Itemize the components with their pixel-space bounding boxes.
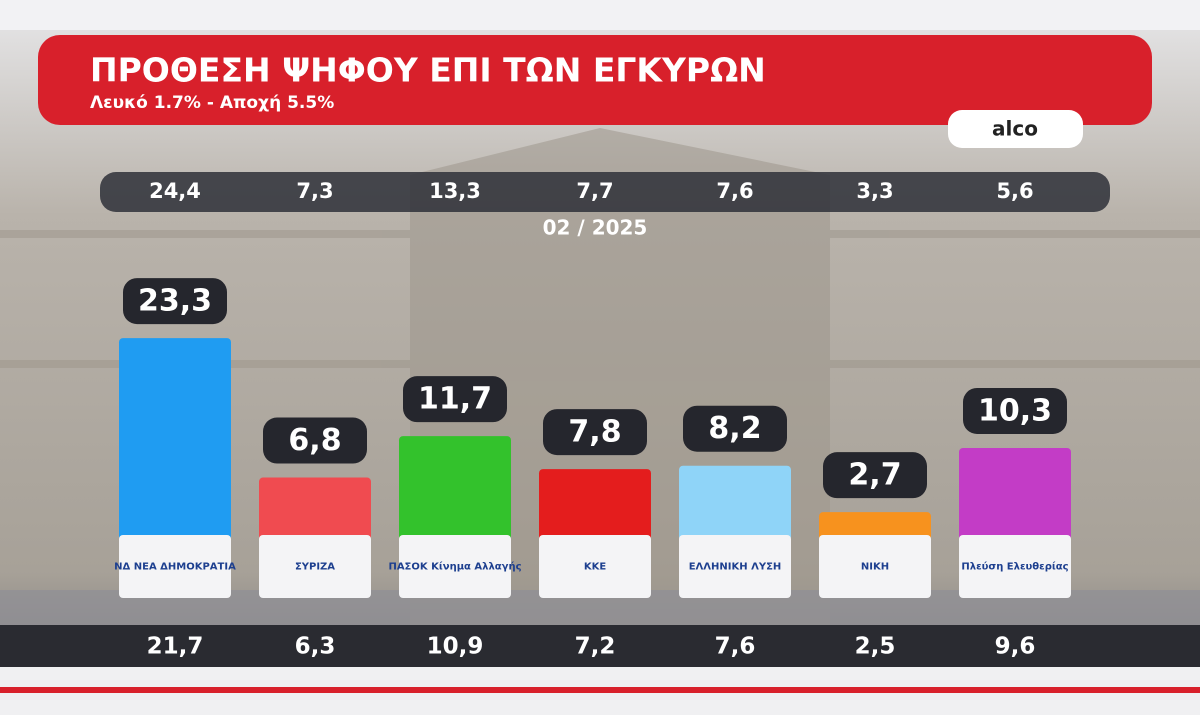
bottom-strip (0, 693, 1200, 715)
logo-block (959, 535, 1071, 598)
title-banner (38, 35, 1152, 125)
bottom-value: 6,3 (295, 634, 336, 660)
bar (819, 512, 931, 541)
source: alco (992, 117, 1038, 141)
previous-value: 3,3 (856, 179, 893, 203)
value-label: 7,8 (568, 415, 621, 450)
bottom-band (0, 625, 1200, 667)
party-label: ΠΑΣΟΚ Κίνημα Αλλαγής (388, 561, 521, 573)
value-pill (123, 278, 227, 325)
subtitle: Λευκό 1.7% - Αποχή 5.5% (90, 93, 334, 113)
bar (259, 477, 371, 541)
value-label: 10,3 (978, 393, 1052, 428)
bottom-value: 10,9 (427, 634, 484, 660)
value-label: 23,3 (138, 284, 212, 319)
previous-value: 7,3 (296, 179, 333, 203)
value-pill (683, 405, 787, 452)
bottom-value: 2,5 (855, 634, 896, 660)
logo-block (819, 535, 931, 598)
value-pill (543, 409, 647, 456)
previous-period: 02 / 2025 (543, 216, 648, 240)
logo-block (259, 535, 371, 598)
logo-block (679, 535, 791, 598)
logo-block (539, 535, 651, 598)
bar (399, 436, 511, 541)
source-pill (948, 110, 1083, 148)
party-label: ΚΚΕ (584, 562, 606, 573)
logo-block (119, 535, 231, 598)
bottom-red-line (0, 687, 1200, 693)
party-label: ΝΙΚΗ (861, 562, 889, 573)
bottom-value: 7,2 (575, 634, 616, 660)
bar (679, 465, 791, 541)
value-pill (963, 387, 1067, 434)
party-label: Πλεύση Ελευθερίας (961, 561, 1068, 573)
value-label: 8,2 (708, 411, 761, 446)
value-label: 11,7 (418, 382, 492, 417)
party-label: ΣΥΡΙΖΑ (295, 562, 335, 573)
title: ΠΡΟΘΕΣΗ ΨΗΦΟΥ ΕΠΙ ΤΩΝ ΕΓΚΥΡΩΝ (90, 51, 766, 90)
party-label: ΝΔ ΝΕΑ ΔΗΜΟΚΡΑΤΙΑ (114, 562, 236, 573)
value-pill (403, 376, 507, 423)
previous-value: 7,6 (716, 179, 753, 203)
previous-value: 5,6 (996, 179, 1033, 203)
value-label: 2,7 (848, 458, 901, 493)
logo-block (399, 535, 511, 598)
bottom-value: 21,7 (147, 634, 204, 660)
bar (119, 338, 231, 541)
party-label: ΕΛΛΗΝΙΚΗ ΛΥΣΗ (689, 562, 782, 573)
bar (539, 469, 651, 541)
value-pill (823, 452, 927, 499)
bottom-value: 9,6 (995, 634, 1036, 660)
bottom-value: 7,6 (715, 634, 756, 660)
value-label: 6,8 (288, 423, 341, 458)
top-strip (0, 0, 1200, 30)
previous-value: 7,7 (576, 179, 613, 203)
previous-value: 13,3 (429, 179, 481, 203)
previous-value: 24,4 (149, 179, 201, 203)
bottom-strip (0, 667, 1200, 687)
value-pill (263, 417, 367, 464)
previous-band (100, 172, 1110, 212)
bar (959, 447, 1071, 541)
